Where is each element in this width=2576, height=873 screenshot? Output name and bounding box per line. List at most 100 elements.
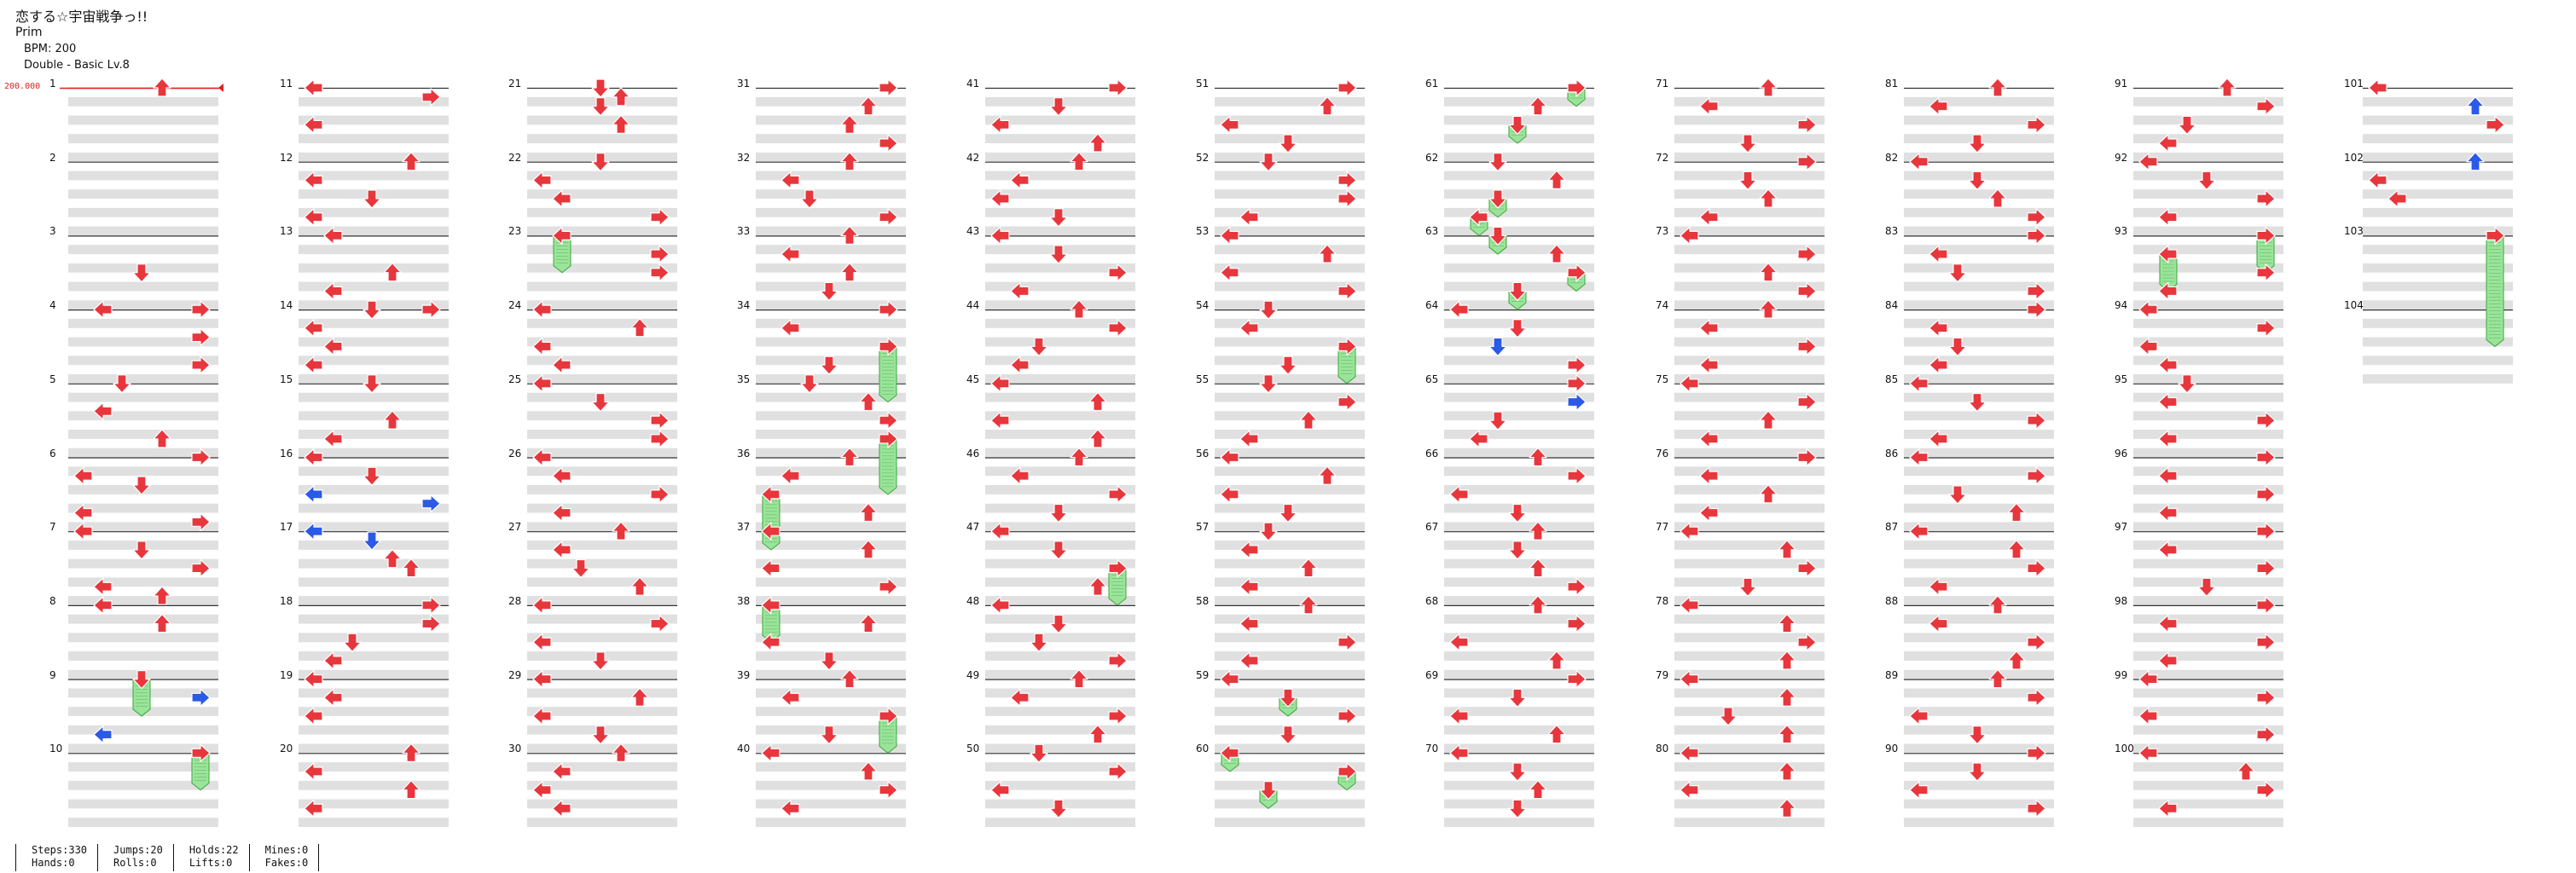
step-arrow xyxy=(591,651,610,671)
beat-stripe xyxy=(68,651,218,661)
beat-stripe xyxy=(756,411,906,421)
step-arrow xyxy=(2256,226,2276,245)
measure-number: 4 xyxy=(49,299,56,312)
step-arrow xyxy=(1239,541,1259,559)
measure-number: 89 xyxy=(1885,668,1899,681)
step-arrow xyxy=(990,781,1010,800)
beat-stripe xyxy=(527,558,677,569)
step-arrow xyxy=(780,688,800,707)
beat-stripe xyxy=(527,429,677,439)
step-arrow xyxy=(363,300,381,320)
measure xyxy=(299,753,449,827)
measure xyxy=(2363,87,2513,162)
beat-stripe xyxy=(1674,96,1825,107)
step-arrow xyxy=(1220,743,1239,762)
beat-stripe xyxy=(2133,448,2283,458)
measure xyxy=(68,87,218,162)
step-arrow xyxy=(1030,633,1048,652)
measure-number: 80 xyxy=(1656,743,1669,755)
beat-stripe xyxy=(985,633,1135,643)
beat-stripe xyxy=(299,115,449,125)
step-arrow xyxy=(879,134,898,153)
step-arrow xyxy=(1929,614,1948,633)
beat-stripe xyxy=(299,429,449,439)
beat-stripe xyxy=(1674,226,1825,236)
beat-stripe xyxy=(299,577,449,587)
beat-stripe xyxy=(2363,134,2513,144)
step-arrow xyxy=(1488,153,1507,172)
beat-stripe xyxy=(1444,707,1594,716)
measure-number: 96 xyxy=(2115,447,2128,460)
beat-stripe xyxy=(527,818,677,827)
beat-stripe xyxy=(1444,96,1594,107)
beat-stripe xyxy=(1674,743,1825,754)
beat-stripe xyxy=(68,134,218,144)
beat-stripe xyxy=(756,152,906,162)
step-arrow xyxy=(1738,134,1757,153)
measure-number: 71 xyxy=(1656,78,1669,90)
stat-line: Holds:22 xyxy=(189,844,239,856)
step-arrow xyxy=(552,356,571,374)
beat-stripe xyxy=(1674,688,1825,698)
step-arrow xyxy=(1759,299,1778,319)
measure-number: 68 xyxy=(1425,594,1439,607)
step-arrow xyxy=(990,374,1010,393)
step-arrow xyxy=(1337,337,1357,356)
measure-number: 78 xyxy=(1656,594,1669,607)
measure xyxy=(1674,383,1825,458)
step-arrow xyxy=(1030,337,1048,357)
step-arrow xyxy=(2256,97,2276,116)
measure-number: 101 xyxy=(2344,78,2364,90)
step-arrow xyxy=(1759,263,1778,282)
measure-number: 54 xyxy=(1196,299,1210,312)
step-arrow xyxy=(1778,650,1796,670)
beat-stripe xyxy=(527,596,677,605)
step-arrow xyxy=(1108,558,1128,578)
step-arrow xyxy=(879,430,898,448)
beat-stripe xyxy=(299,281,449,292)
step-arrow xyxy=(650,411,670,430)
stat-line: Steps:330 xyxy=(32,844,88,856)
beat-stripe xyxy=(1904,263,2054,273)
beat-stripe xyxy=(299,614,449,624)
measure xyxy=(1674,309,1825,384)
beat-stripe xyxy=(985,688,1135,698)
beat-stripe xyxy=(1215,337,1365,347)
beat-stripe xyxy=(1444,614,1594,624)
hold-note xyxy=(132,679,151,717)
beat-stripe xyxy=(2363,356,2513,366)
beat-stripe xyxy=(756,707,906,716)
measure xyxy=(1215,383,1365,458)
beat-stripe xyxy=(756,392,906,402)
step-arrow xyxy=(879,78,898,97)
measure-number: 42 xyxy=(966,151,980,164)
beat-stripe xyxy=(68,300,218,310)
beat-stripe xyxy=(527,466,677,477)
stat-line: Jumps:20 xyxy=(113,844,163,856)
measure-number: 5 xyxy=(49,373,56,385)
beat-stripe xyxy=(68,245,218,255)
beat-stripe xyxy=(985,448,1135,458)
step-arrow xyxy=(1988,668,2007,689)
beat-stripe xyxy=(2133,614,2283,624)
step-arrow xyxy=(421,300,441,319)
step-arrow xyxy=(1508,319,1527,338)
step-arrow xyxy=(2027,226,2046,245)
step-arrow xyxy=(2197,171,2216,190)
measure xyxy=(1904,604,2054,679)
step-arrow xyxy=(1488,337,1507,357)
step-arrow xyxy=(1929,356,1948,374)
step-arrow xyxy=(761,633,780,651)
measure xyxy=(2133,383,2283,458)
beat-stripe xyxy=(299,669,449,679)
beat-stripe xyxy=(2133,633,2283,643)
step-arrow xyxy=(1968,762,1987,782)
step-arrow xyxy=(1529,595,1547,615)
step-arrow xyxy=(1030,743,1048,763)
beat-stripe xyxy=(756,429,906,439)
beat-stripe xyxy=(1674,614,1825,624)
step-arrow xyxy=(1680,781,1699,800)
measure xyxy=(68,309,218,384)
measure-number: 19 xyxy=(280,668,293,681)
measure-number: 99 xyxy=(2115,668,2128,681)
